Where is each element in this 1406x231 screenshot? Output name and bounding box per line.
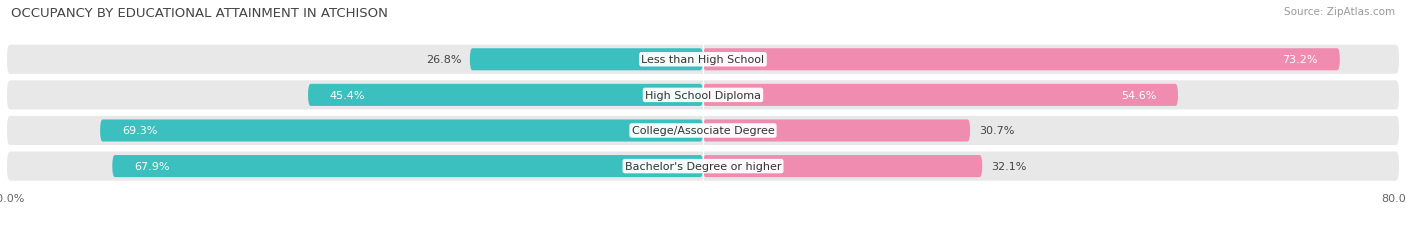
- Text: High School Diploma: High School Diploma: [645, 91, 761, 100]
- Text: 30.7%: 30.7%: [979, 126, 1014, 136]
- FancyBboxPatch shape: [703, 120, 970, 142]
- Text: 54.6%: 54.6%: [1121, 91, 1156, 100]
- FancyBboxPatch shape: [703, 85, 1178, 106]
- Text: 69.3%: 69.3%: [122, 126, 157, 136]
- FancyBboxPatch shape: [7, 81, 1399, 110]
- Text: Source: ZipAtlas.com: Source: ZipAtlas.com: [1284, 7, 1395, 17]
- Text: Less than High School: Less than High School: [641, 55, 765, 65]
- Text: 26.8%: 26.8%: [426, 55, 461, 65]
- FancyBboxPatch shape: [7, 152, 1399, 181]
- Text: OCCUPANCY BY EDUCATIONAL ATTAINMENT IN ATCHISON: OCCUPANCY BY EDUCATIONAL ATTAINMENT IN A…: [11, 7, 388, 20]
- FancyBboxPatch shape: [7, 116, 1399, 146]
- FancyBboxPatch shape: [100, 120, 703, 142]
- Text: 32.1%: 32.1%: [991, 161, 1026, 171]
- FancyBboxPatch shape: [470, 49, 703, 71]
- Text: Bachelor's Degree or higher: Bachelor's Degree or higher: [624, 161, 782, 171]
- Text: 73.2%: 73.2%: [1282, 55, 1317, 65]
- FancyBboxPatch shape: [7, 46, 1399, 75]
- FancyBboxPatch shape: [112, 155, 703, 177]
- Text: 45.4%: 45.4%: [330, 91, 366, 100]
- Text: College/Associate Degree: College/Associate Degree: [631, 126, 775, 136]
- FancyBboxPatch shape: [703, 49, 1340, 71]
- FancyBboxPatch shape: [308, 85, 703, 106]
- Text: 67.9%: 67.9%: [134, 161, 170, 171]
- FancyBboxPatch shape: [703, 155, 983, 177]
